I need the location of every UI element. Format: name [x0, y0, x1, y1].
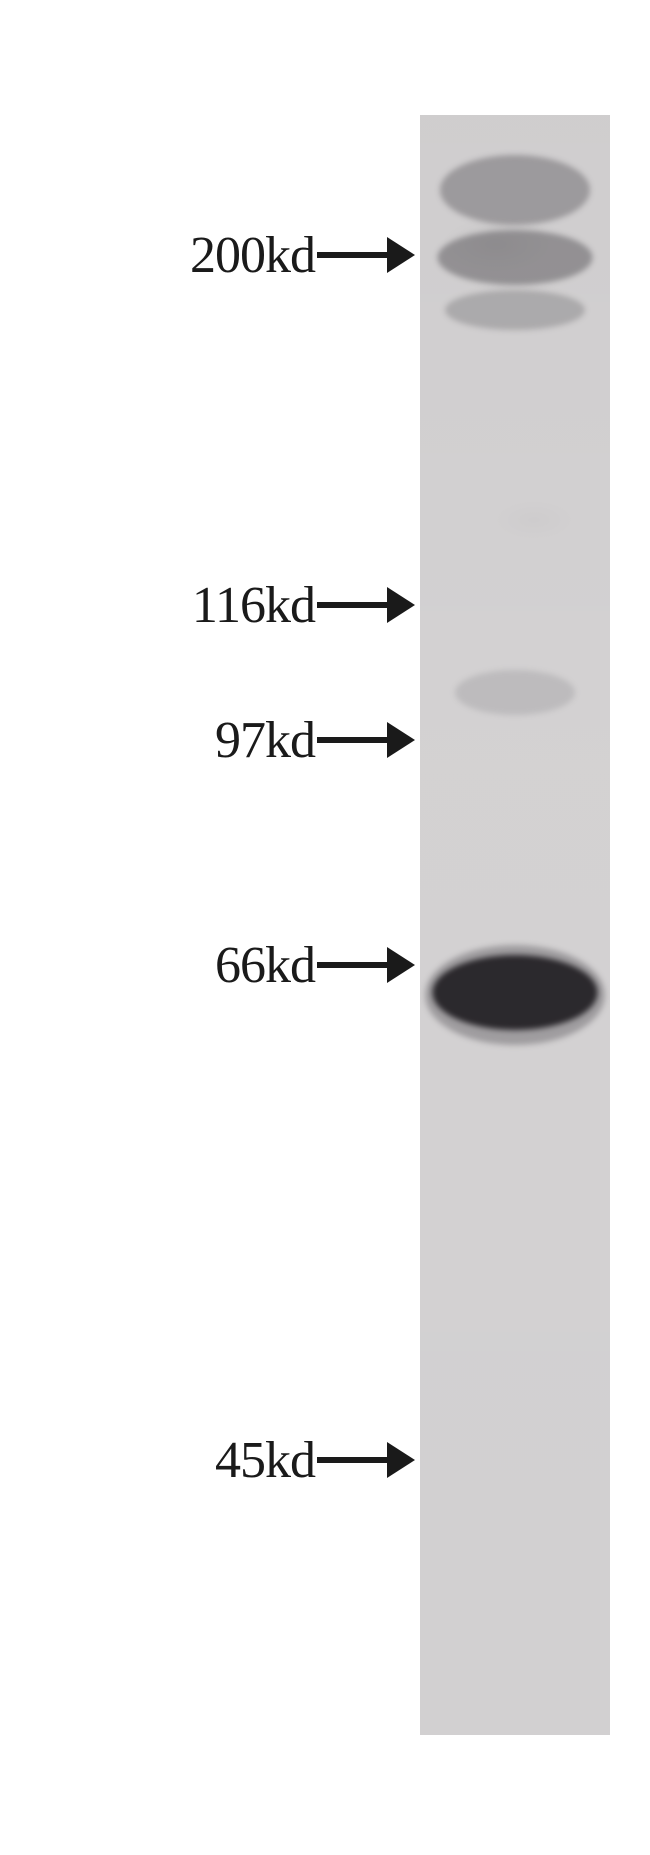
arrow-icon [317, 237, 415, 273]
band-66kd-halo [425, 945, 605, 1045]
arrow-icon [317, 722, 415, 758]
western-blot-lane [420, 115, 610, 1735]
band-200kd-upper [440, 155, 590, 225]
band-200kd-lower [445, 290, 585, 330]
arrow-head-icon [387, 237, 415, 273]
arrow-head-icon [387, 722, 415, 758]
marker-row: 45kd [70, 1430, 415, 1490]
arrow-shaft [317, 962, 387, 968]
marker-row: 66kd [70, 935, 415, 995]
band-110kd-faint [455, 670, 575, 715]
band-200kd-main [438, 230, 593, 285]
marker-label: 116kd [192, 576, 315, 635]
marker-label: 97kd [215, 711, 315, 770]
figure-container: WWW.PTGLAB.COM 200kd116kd97kd66kd45kd [0, 0, 650, 1855]
marker-row: 200kd [42, 225, 415, 285]
marker-row: 97kd [70, 710, 415, 770]
marker-label: 45kd [215, 1431, 315, 1490]
arrow-icon [317, 587, 415, 623]
marker-label: 66kd [215, 936, 315, 995]
arrow-head-icon [387, 1442, 415, 1478]
lane-background-noise [420, 115, 610, 1735]
arrow-icon [317, 947, 415, 983]
marker-label: 200kd [190, 226, 315, 285]
arrow-shaft [317, 1457, 387, 1463]
arrow-shaft [317, 737, 387, 743]
arrow-icon [317, 1442, 415, 1478]
marker-row: 116kd [42, 575, 415, 635]
arrow-head-icon [387, 587, 415, 623]
arrow-head-icon [387, 947, 415, 983]
arrow-shaft [317, 252, 387, 258]
arrow-shaft [317, 602, 387, 608]
